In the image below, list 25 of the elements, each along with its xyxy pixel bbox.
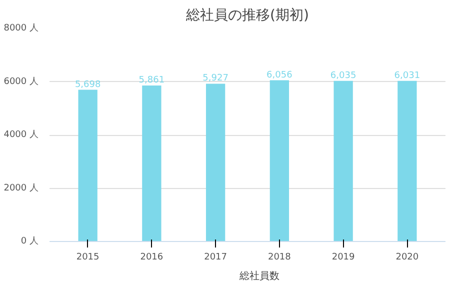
data-label: 6,056 [266,70,293,80]
y-tick-label: 6000 人 [4,76,38,87]
x-tick-label: 2019 [332,252,356,262]
y-tick-label: 0 人 [20,236,39,246]
x-tick-label: 2018 [268,252,292,262]
bar [78,90,98,242]
y-tick-label: 2000 人 [4,182,38,194]
x-tick-label: 2020 [396,252,419,262]
bar [270,80,290,242]
data-label: 5,698 [74,80,101,90]
bar [206,84,226,242]
x-tick-label: 2015 [76,252,100,262]
data-label: 6,031 [394,70,420,81]
bar [142,85,162,242]
data-label: 5,927 [202,74,228,84]
data-label: 5,861 [138,75,165,86]
y-tick-label: 8000 人 [4,22,38,34]
chart-title: 総社員の推移(期初) [185,8,309,24]
y-tick-label: 4000 人 [4,129,38,140]
x-tick-label: 2016 [140,252,164,262]
bar [334,80,353,242]
data-label: 6,035 [330,70,356,81]
bar [398,80,417,242]
text: 総社員数 [240,270,280,283]
x-tick-label: 2017 [204,252,228,262]
